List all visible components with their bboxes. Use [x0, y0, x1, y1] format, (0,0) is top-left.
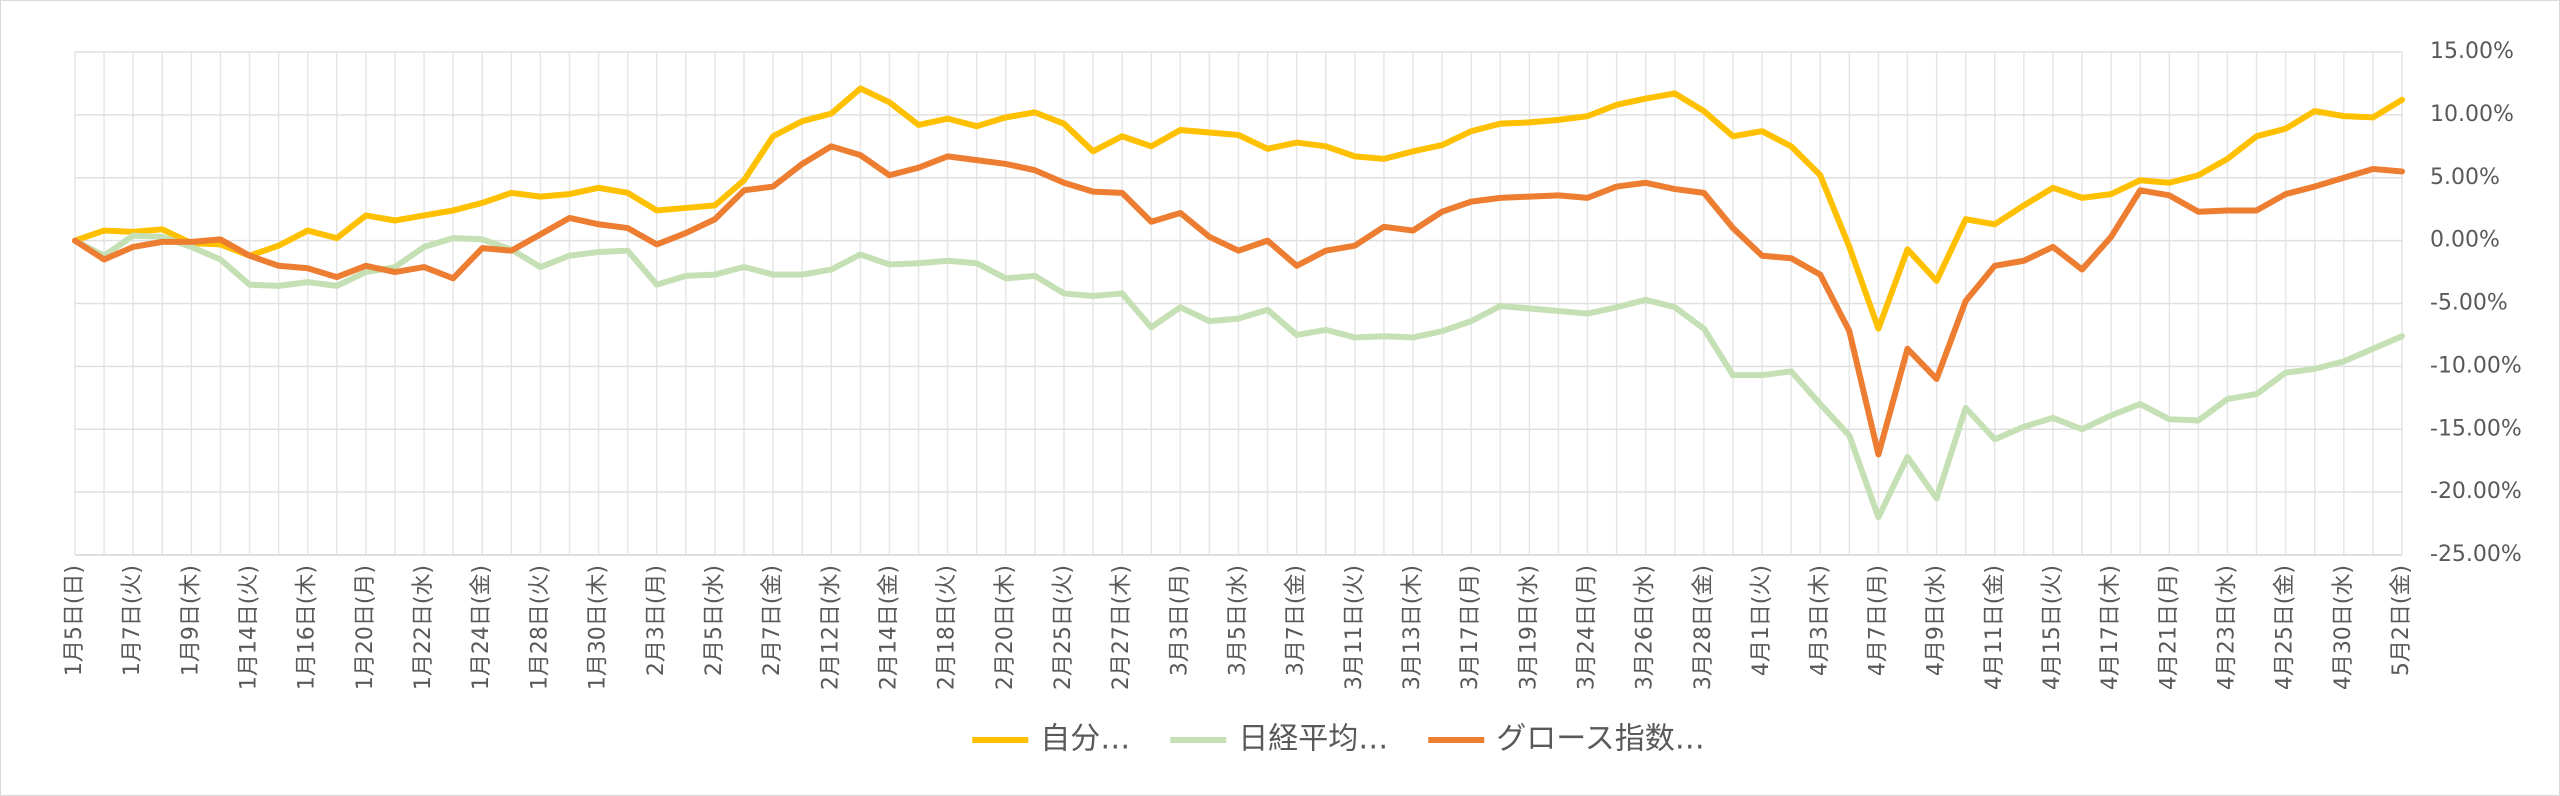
x-tick-label: 2月3日(月): [644, 565, 669, 676]
x-tick-label: 1月24日(金): [469, 565, 494, 690]
x-tick-label: 3月24日(月): [1575, 565, 1600, 690]
x-tick-label: 3月7日(金): [1284, 565, 1309, 676]
x-tick-label: 4月3日(木): [1807, 565, 1832, 676]
x-tick-label: 1月16日(木): [295, 565, 320, 690]
y-tick-label: 0.00%: [2430, 228, 2500, 253]
x-tick-label: 1月9日(木): [178, 565, 203, 676]
x-tick-label: 2月18日(火): [935, 565, 960, 690]
x-tick-label: 3月19日(水): [1516, 565, 1541, 690]
x-tick-label: 3月13日(木): [1400, 565, 1425, 690]
series-line: [72, 232, 2405, 521]
series-line: [72, 85, 2405, 332]
y-tick-label: 15.00%: [2430, 39, 2514, 64]
x-tick-label: 2月7日(金): [760, 565, 785, 676]
x-tick-label: 3月17日(月): [1458, 565, 1483, 690]
y-tick-label: -20.00%: [2430, 479, 2522, 504]
x-tick-label: 2月20日(木): [993, 565, 1018, 690]
x-tick-label: 1月30日(木): [586, 565, 611, 690]
x-tick-label: 1月22日(水): [411, 565, 436, 690]
x-tick-label: 3月5日(水): [1226, 565, 1251, 676]
x-tick-label: 3月3日(月): [1167, 565, 1192, 676]
x-tick-label: 2月27日(木): [1109, 565, 1134, 690]
x-tick-label: 1月14日(火): [237, 565, 262, 690]
y-tick-label: 10.00%: [2430, 102, 2514, 127]
x-tick-label: 3月11日(火): [1342, 565, 1367, 690]
x-tick-label: 1月7日(火): [120, 565, 145, 676]
x-tick-label: 3月26日(水): [1633, 565, 1658, 690]
legend-text: グロース指数…: [1496, 722, 1705, 757]
x-tick-label: 4月15日(火): [2040, 565, 2065, 690]
x-tick-label: 5月2日(金): [2389, 565, 2414, 676]
x-tick-label: 4月11日(金): [1982, 565, 2007, 690]
y-tick-label: -10.00%: [2430, 353, 2522, 378]
x-tick-label: 1月28日(火): [527, 565, 552, 690]
legend-text: 日経平均…: [1238, 722, 1388, 757]
x-tick-label: 4月21日(月): [2156, 565, 2181, 690]
x-tick-label: 4月30日(水): [2331, 565, 2356, 690]
x-tick-label: 3月28日(金): [1691, 565, 1716, 690]
y-tick-label: -25.00%: [2430, 542, 2522, 567]
x-tick-label: 2月12日(水): [818, 565, 843, 690]
x-tick-label: 4月1日(火): [1749, 565, 1774, 676]
x-tick-label: 1月20日(月): [353, 565, 378, 690]
x-tick-label: 4月9日(水): [1924, 565, 1949, 676]
y-tick-label: 5.00%: [2430, 165, 2500, 190]
x-tick-label: 2月5日(水): [702, 565, 727, 676]
x-tick-label: 1月5日(日): [62, 565, 87, 676]
y-tick-label: -15.00%: [2430, 416, 2522, 441]
x-tick-label: 4月23日(水): [2214, 565, 2239, 690]
x-tick-label: 4月7日(月): [1865, 565, 1890, 676]
x-tick-label: 2月25日(火): [1051, 565, 1076, 690]
x-tick-label: 4月25日(金): [2273, 565, 2298, 690]
x-tick-label: 4月17日(木): [2098, 565, 2123, 690]
x-tick-label: 2月14日(金): [876, 565, 901, 690]
series-line: [72, 143, 2405, 458]
y-tick-label: -5.00%: [2430, 291, 2508, 316]
legend-text: 自分…: [1040, 722, 1130, 757]
